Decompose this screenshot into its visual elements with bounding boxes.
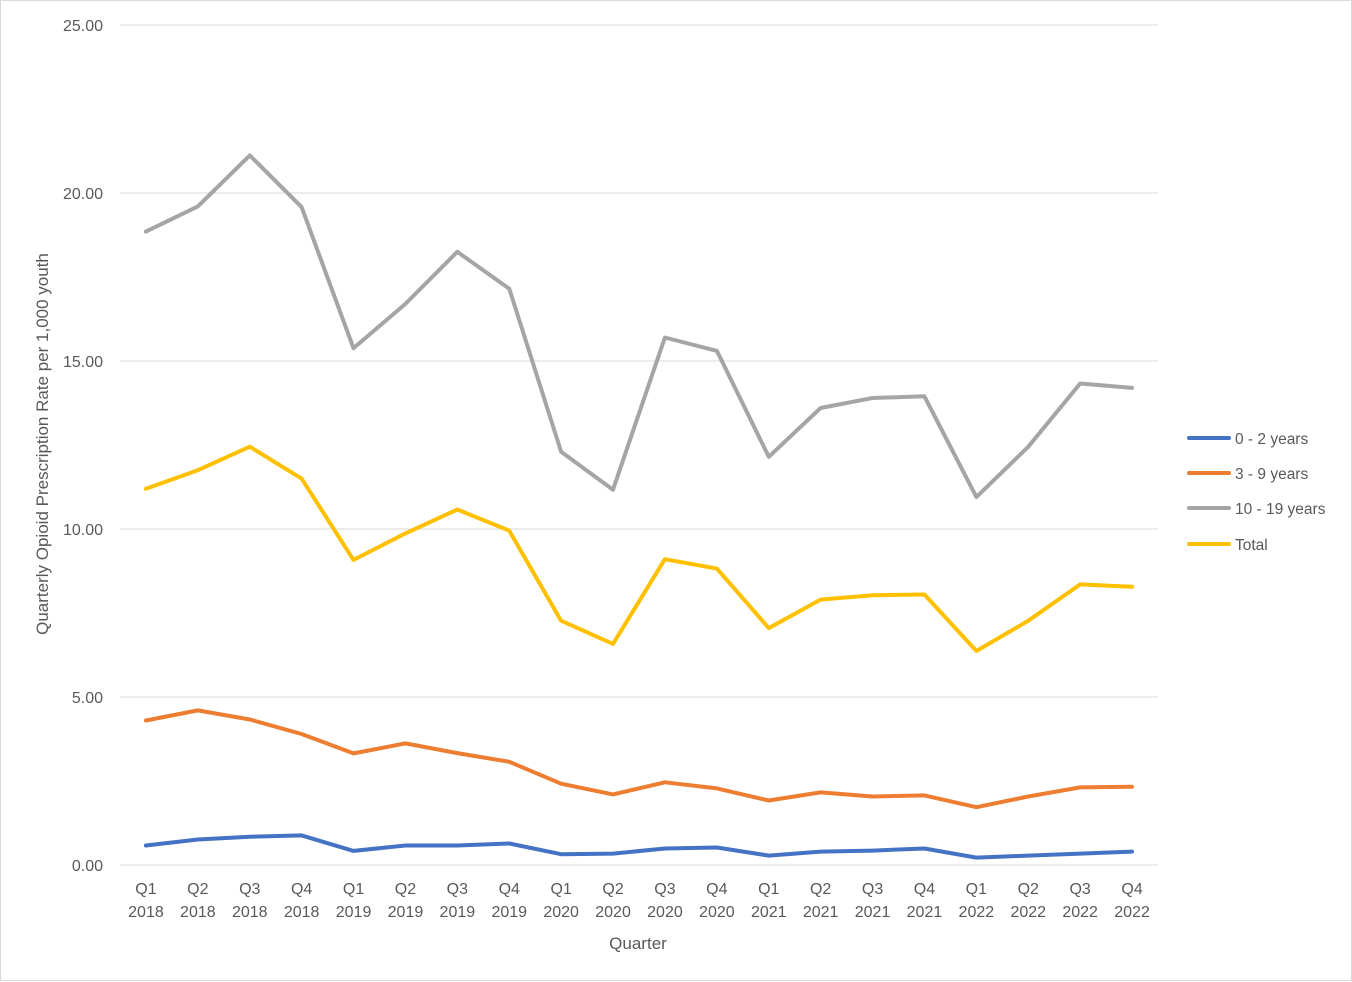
y-axis-ticks: 0.00 5.00 10.00 15.00 20.00 25.00 (63, 18, 103, 875)
x-tick-label-quarter: Q3 (654, 881, 675, 898)
y-tick-label: 10.00 (63, 522, 103, 539)
y-tick-label: 20.00 (63, 186, 103, 203)
y-tick-label: 15.00 (63, 354, 103, 371)
x-tick-label-quarter: Q2 (602, 881, 623, 898)
x-tick-label-year: 2018 (180, 904, 216, 921)
series-line-0 (143, 833, 1134, 860)
x-tick-label-year: 2020 (543, 904, 579, 921)
x-tick-label-quarter: Q2 (1018, 881, 1039, 898)
y-axis-title: Quarterly Opioid Prescription Rate per 1… (33, 253, 52, 635)
x-tick-label-year: 2018 (284, 904, 320, 921)
series-lines (143, 153, 1134, 860)
legend: 0 - 2 years 3 - 9 years 10 - 19 years Total (1187, 431, 1326, 554)
x-tick-label-year: 2020 (647, 904, 683, 921)
x-tick-label-year: 2020 (595, 904, 631, 921)
gridlines (120, 24, 1158, 866)
x-tick-label-year: 2021 (803, 904, 839, 921)
legend-label: 3 - 9 years (1235, 466, 1308, 483)
x-tick-label-year: 2021 (855, 904, 891, 921)
x-tick-label-year: 2019 (491, 904, 527, 921)
x-tick-label-quarter: Q4 (499, 881, 520, 898)
legend-label: 10 - 19 years (1235, 501, 1326, 518)
y-tick-label: 0.00 (72, 858, 103, 875)
x-tick-label-quarter: Q3 (1069, 881, 1090, 898)
x-tick-label-quarter: Q3 (862, 881, 883, 898)
x-tick-label-year: 2019 (336, 904, 372, 921)
x-tick-label-quarter: Q2 (810, 881, 831, 898)
x-tick-label-year: 2018 (128, 904, 164, 921)
x-tick-label-quarter: Q1 (966, 881, 987, 898)
legend-label: Total (1235, 537, 1268, 554)
y-tick-label: 25.00 (63, 18, 103, 35)
x-tick-label-quarter: Q1 (550, 881, 571, 898)
x-tick-label-quarter: Q1 (135, 881, 156, 898)
x-axis-ticks: Q1 2018 Q2 2018 Q3 2018 Q4 2018 Q1 2019 Q2 2019 Q3 20… (128, 881, 1150, 921)
x-tick-label-year: 2021 (907, 904, 943, 921)
x-axis-title: Quarter (609, 934, 667, 953)
legend-label: 0 - 2 years (1235, 431, 1308, 448)
x-tick-label-quarter: Q3 (447, 881, 468, 898)
x-tick-label-quarter: Q4 (291, 881, 312, 898)
y-tick-label: 5.00 (72, 690, 103, 707)
x-tick-label-quarter: Q2 (395, 881, 416, 898)
series-line-2 (143, 153, 1134, 500)
x-tick-label-year: 2022 (1010, 904, 1046, 921)
x-tick-label-quarter: Q4 (914, 881, 935, 898)
x-tick-label-quarter: Q4 (1121, 881, 1142, 898)
x-tick-label-quarter: Q3 (239, 881, 260, 898)
series-line-3 (143, 444, 1134, 653)
x-tick-label-quarter: Q2 (187, 881, 208, 898)
x-tick-label-year: 2022 (1114, 904, 1150, 921)
x-tick-label-year: 2018 (232, 904, 268, 921)
x-tick-label-quarter: Q4 (706, 881, 727, 898)
x-tick-label-year: 2021 (751, 904, 787, 921)
x-tick-label-year: 2019 (440, 904, 476, 921)
x-tick-label-quarter: Q1 (343, 881, 364, 898)
series-line-1 (143, 708, 1134, 810)
x-tick-label-year: 2020 (699, 904, 735, 921)
x-tick-label-year: 2019 (388, 904, 424, 921)
x-tick-label-quarter: Q1 (758, 881, 779, 898)
x-tick-label-year: 2022 (959, 904, 995, 921)
x-tick-label-year: 2022 (1062, 904, 1098, 921)
